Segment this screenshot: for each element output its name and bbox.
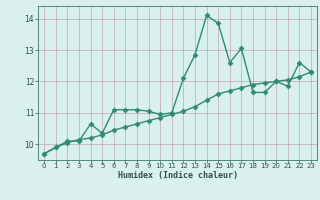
X-axis label: Humidex (Indice chaleur): Humidex (Indice chaleur) (118, 171, 238, 180)
